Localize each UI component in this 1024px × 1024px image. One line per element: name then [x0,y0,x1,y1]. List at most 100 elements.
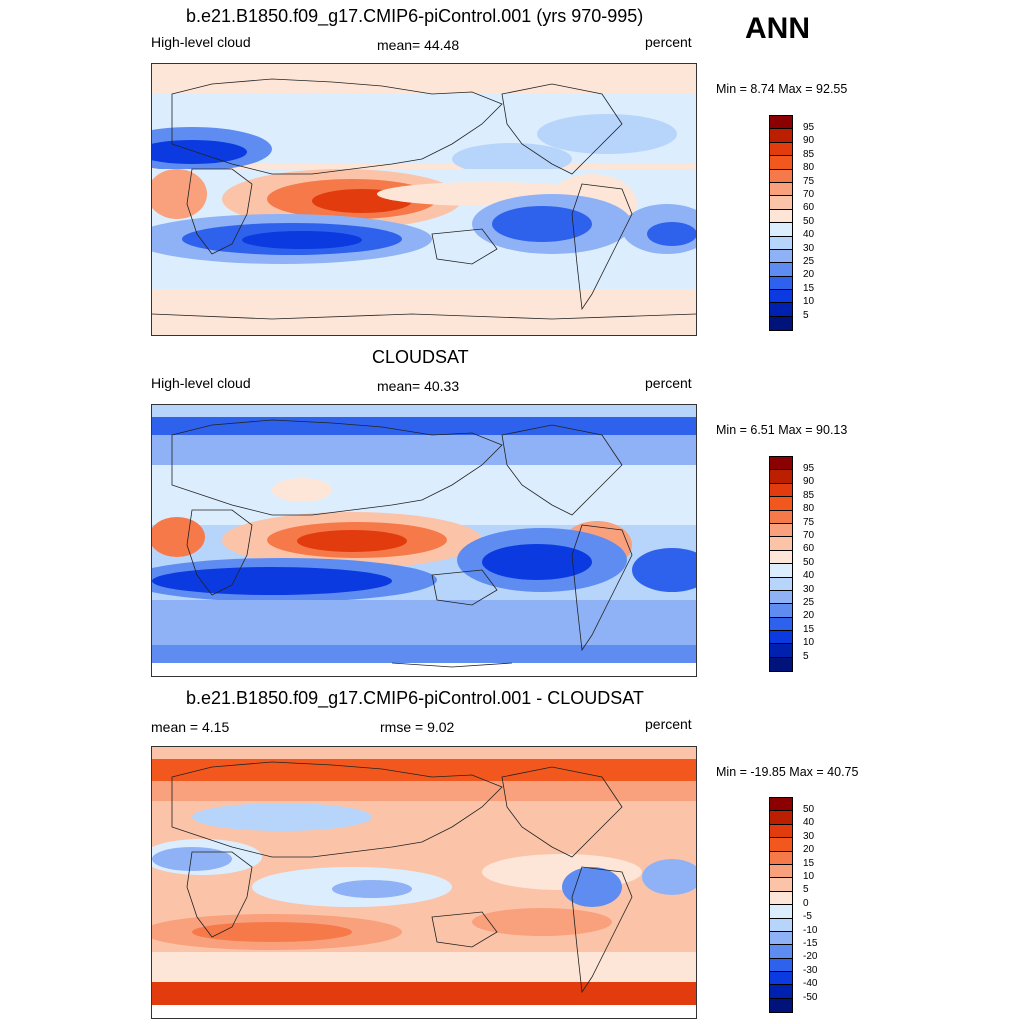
panel-2-map [151,404,697,677]
colorbar-segment [770,116,792,130]
panel-3-contour-map [152,747,696,1018]
colorbar-tick-label: 20 [803,844,815,856]
colorbar-tick-label: 40 [803,570,815,582]
colorbar-segment [770,263,792,277]
colorbar-tick-label: 30 [803,242,815,254]
colorbar-segment [770,577,792,591]
colorbar-tick-label: 90 [803,135,815,147]
colorbar-tick-label: 30 [803,583,815,595]
colorbar-tick-label: 50 [803,215,815,227]
panel-1-map [151,63,697,336]
panel-3-title: b.e21.B1850.f09_g17.CMIP6-piControl.001 … [186,688,644,708]
colorbar-tick-label: 40 [803,817,815,829]
colorbar-segment [770,276,792,291]
colorbar-segment [770,142,792,157]
colorbar-segment [770,590,792,605]
colorbar-tick-label: 95 [803,463,815,474]
colorbar-tick-label: 85 [803,489,815,501]
colorbar-tick-label: 5 [803,884,809,896]
colorbar-tick-label: 60 [803,202,815,214]
colorbar-tick-label: 10 [803,871,815,882]
colorbar-tick-label: -40 [803,978,818,990]
colorbar-tick-label: 90 [803,476,815,488]
panel-1-colorbar [769,115,793,332]
colorbar-tick-label: 10 [803,296,815,308]
colorbar-segment [770,223,792,237]
colorbar-tick-label: 0 [803,897,809,909]
colorbar-segment [770,523,792,538]
colorbar-segment [770,303,792,317]
colorbar-segment [770,657,792,672]
colorbar-segment [770,316,792,331]
colorbar-tick-label: -50 [803,991,818,1003]
colorbar-segment [770,824,792,839]
panel-2-contour-map [152,405,696,676]
colorbar-segment [770,604,792,618]
colorbar-segment [770,457,792,471]
colorbar-tick-label: 50 [803,556,815,568]
panel-2-units-label: percent [645,375,692,391]
colorbar-tick-label: 30 [803,830,815,842]
colorbar-segment [770,209,792,224]
colorbar-tick-label: 15 [803,857,815,869]
colorbar-tick-label: 60 [803,543,815,555]
panel-3-units-label: percent [645,716,692,732]
colorbar-tick-label: 25 [803,256,815,267]
colorbar-tick-label: -30 [803,964,818,976]
colorbar-tick-label: 80 [803,162,815,174]
colorbar-segment [770,878,792,892]
colorbar-segment [770,972,792,986]
panel-2-mean-label: mean= 40.33 [377,378,460,394]
panel-1-variable-label: High-level cloud [151,34,251,50]
colorbar-tick-label: -10 [803,924,818,936]
colorbar-tick-label: -20 [803,951,818,963]
colorbar-segment [770,617,792,632]
colorbar-segment [770,290,792,304]
colorbar-segment [770,931,792,946]
colorbar-segment [770,129,792,143]
colorbar-tick-label: 5 [803,309,809,321]
colorbar-tick-label: 5 [803,650,809,662]
colorbar-segment [770,249,792,264]
season-label: ANN [745,12,810,45]
colorbar-tick-label: 25 [803,597,815,608]
colorbar-segment [770,497,792,511]
panel-1-mean-label: mean= 44.48 [377,37,460,53]
panel-1-contour-map [152,64,696,335]
panel-3-map [151,746,697,1019]
colorbar-segment [770,838,792,852]
colorbar-segment [770,564,792,578]
panel-1-units-label: percent [645,34,692,50]
colorbar-segment [770,196,792,210]
colorbar-tick-label: 15 [803,623,815,635]
colorbar-segment [770,998,792,1013]
colorbar-tick-label: -5 [803,911,812,923]
colorbar-segment [770,945,792,959]
panel-2-minmax: Min = 6.51 Max = 90.13 [716,423,848,437]
colorbar-segment [770,798,792,812]
colorbar-tick-label: 85 [803,148,815,160]
colorbar-segment [770,891,792,906]
colorbar-segment [770,169,792,183]
colorbar-segment [770,811,792,825]
panel-1-minmax: Min = 8.74 Max = 92.55 [716,82,848,96]
colorbar-tick-label: 75 [803,516,815,528]
colorbar-tick-label: 50 [803,804,815,815]
panel-2-variable-label: High-level cloud [151,375,251,391]
colorbar-segment [770,182,792,197]
colorbar-tick-label: 15 [803,282,815,294]
colorbar-segment [770,631,792,645]
panel-3-rmse-label: rmse = 9.02 [380,719,455,735]
colorbar-segment [770,537,792,551]
colorbar-segment [770,550,792,565]
colorbar-segment [770,985,792,999]
colorbar-segment [770,483,792,498]
colorbar-segment [770,851,792,865]
colorbar-tick-label: 75 [803,175,815,187]
panel-3-mean-label: mean = 4.15 [151,719,230,735]
panel-2-title: CLOUDSAT [372,347,469,367]
colorbar-segment [770,644,792,658]
colorbar-tick-label: 70 [803,189,815,200]
panel-3-colorbar [769,797,793,1014]
colorbar-tick-label: 80 [803,503,815,515]
